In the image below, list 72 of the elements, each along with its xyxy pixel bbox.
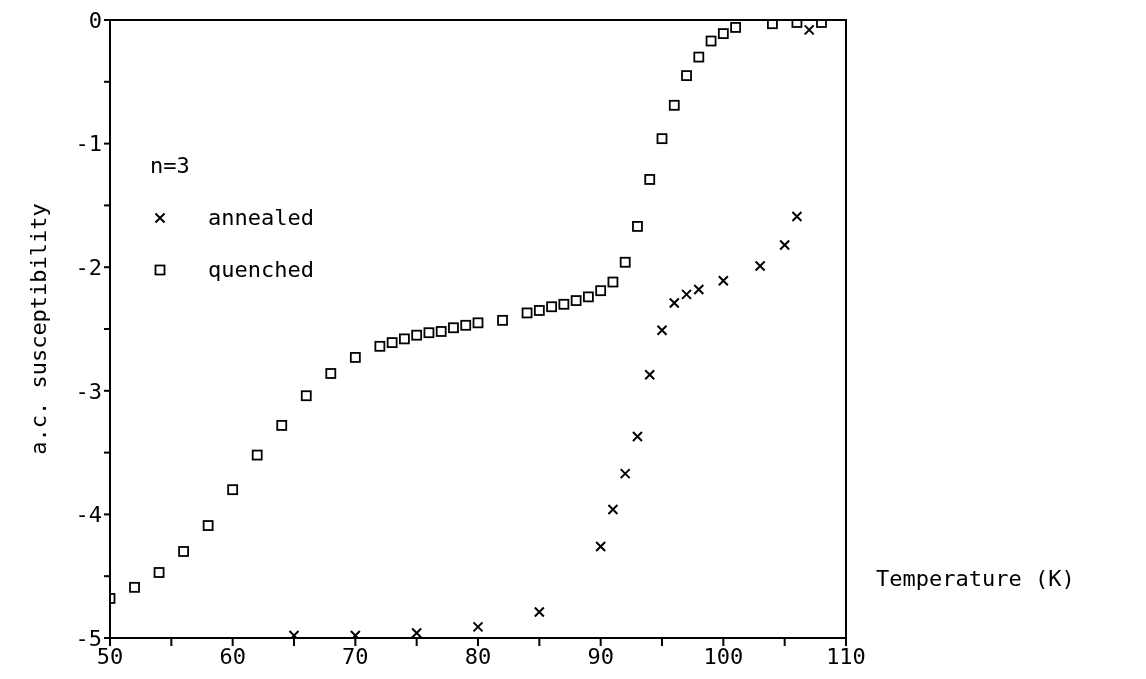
point bbox=[717, 28, 729, 39]
x-tick-label: 90 bbox=[587, 643, 614, 669]
point bbox=[423, 327, 435, 339]
point bbox=[607, 503, 619, 515]
x-tick-label: 70 bbox=[342, 643, 369, 669]
point bbox=[251, 449, 263, 461]
y-tick-label: -2 bbox=[75, 255, 102, 281]
y-tick-label: 0 bbox=[88, 7, 102, 33]
point bbox=[546, 301, 557, 313]
point bbox=[411, 627, 423, 638]
point bbox=[583, 291, 594, 303]
x-tick-label: 80 bbox=[464, 643, 492, 669]
point bbox=[129, 581, 140, 593]
point bbox=[497, 314, 508, 326]
point bbox=[399, 333, 410, 345]
point bbox=[153, 567, 165, 578]
point bbox=[325, 368, 337, 379]
point bbox=[435, 326, 447, 337]
point bbox=[521, 307, 533, 319]
y-tick-label: -1 bbox=[75, 131, 102, 157]
x-axis-title: Temperature (K) bbox=[876, 566, 1075, 591]
legend-title: n=3 bbox=[150, 152, 191, 180]
point bbox=[570, 295, 582, 306]
point bbox=[681, 288, 693, 300]
point bbox=[705, 35, 717, 47]
point bbox=[803, 24, 815, 36]
point bbox=[472, 317, 484, 329]
point bbox=[276, 420, 288, 431]
x-tick-label: 110 bbox=[826, 643, 866, 669]
point bbox=[178, 546, 189, 557]
point bbox=[632, 221, 643, 232]
x-tick-label: 100 bbox=[703, 643, 744, 669]
point bbox=[644, 174, 656, 185]
point bbox=[767, 20, 778, 30]
point bbox=[411, 329, 423, 341]
point bbox=[460, 319, 472, 331]
point bbox=[386, 337, 398, 348]
y-axis-title: a.c. susceptibility bbox=[25, 203, 51, 455]
point bbox=[619, 256, 631, 268]
point bbox=[607, 276, 619, 288]
point bbox=[558, 298, 570, 310]
point bbox=[202, 520, 214, 531]
point bbox=[693, 51, 705, 63]
point bbox=[779, 239, 791, 251]
point bbox=[668, 297, 680, 309]
legend-label: quenched bbox=[208, 256, 314, 284]
point bbox=[533, 606, 545, 618]
point bbox=[730, 22, 741, 33]
point bbox=[656, 324, 668, 336]
point bbox=[448, 322, 459, 334]
point bbox=[595, 541, 607, 553]
point bbox=[595, 285, 607, 297]
point bbox=[693, 283, 705, 295]
point bbox=[631, 431, 643, 443]
point bbox=[349, 352, 361, 363]
point bbox=[791, 211, 803, 223]
point bbox=[717, 275, 729, 287]
point bbox=[227, 484, 239, 496]
y-tick-label: -4 bbox=[75, 502, 102, 528]
point bbox=[644, 369, 656, 381]
point bbox=[300, 390, 312, 402]
legend-label: annealed bbox=[208, 204, 314, 232]
y-tick-label: -3 bbox=[75, 378, 102, 404]
point bbox=[656, 133, 668, 145]
point bbox=[533, 305, 545, 316]
point bbox=[754, 260, 766, 272]
point bbox=[374, 340, 386, 352]
point bbox=[668, 99, 680, 111]
point bbox=[681, 70, 692, 82]
point bbox=[472, 621, 484, 633]
point bbox=[619, 468, 631, 480]
x-tick-label: 60 bbox=[219, 643, 246, 669]
